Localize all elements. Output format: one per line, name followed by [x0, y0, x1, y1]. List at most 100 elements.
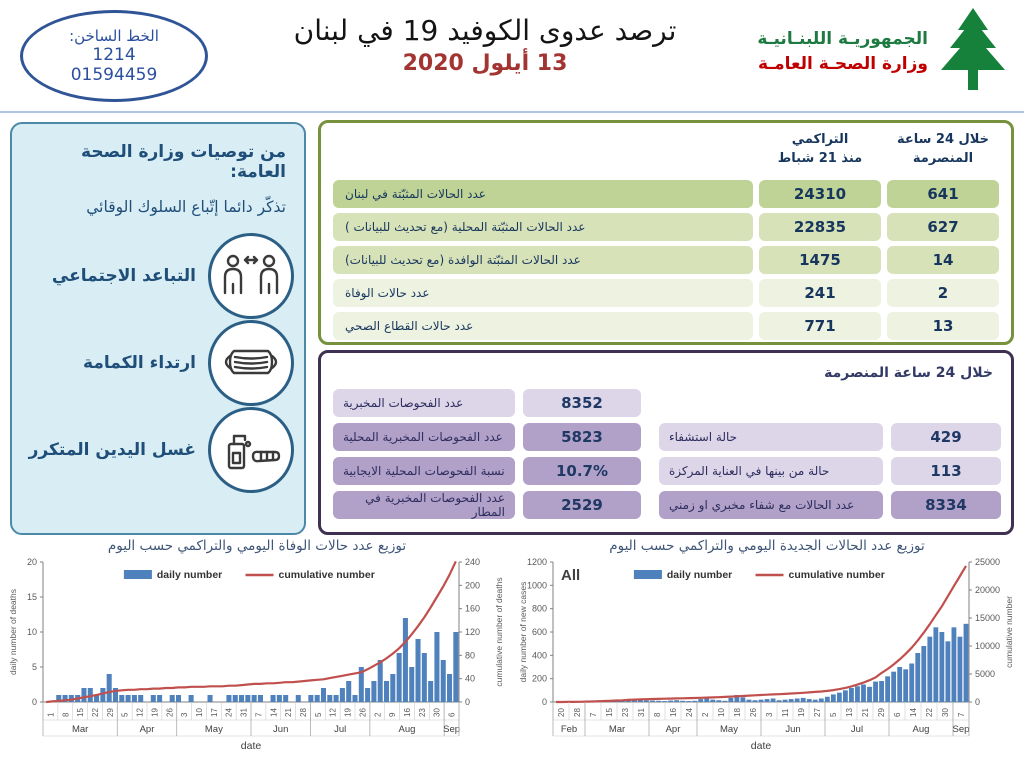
svg-text:25000: 25000 [975, 557, 1000, 567]
svg-text:11: 11 [781, 708, 790, 717]
svg-text:1200: 1200 [527, 557, 547, 567]
new-cases-chart-plot: 0 200 400 600 800 1000 1200 0 5000 10000 15000 2000… [518, 557, 1014, 752]
svg-text:6: 6 [448, 712, 457, 717]
recommendation-hand-washing: غسل اليدين المتكرر [12, 404, 304, 496]
svg-text:Feb: Feb [561, 724, 577, 735]
svg-text:30: 30 [433, 708, 442, 717]
last24h-value: 2 [887, 279, 999, 307]
recommendation-label: غسل اليدين المتكرر [28, 440, 196, 460]
svg-text:19: 19 [150, 708, 159, 717]
svg-text:15000: 15000 [975, 613, 1000, 623]
svg-text:23: 23 [621, 708, 630, 717]
svg-text:7: 7 [957, 712, 966, 717]
svg-text:16: 16 [669, 708, 678, 717]
hotline-label: الخط الساخن: [69, 26, 159, 45]
recommendation-social-distancing: التباعد الاجتماعي [12, 230, 304, 322]
hand-washing-icon [208, 407, 294, 493]
stats-rows: عدد الحالات المثبّتة في لبنان 24310 641 عدد… [333, 180, 999, 340]
hotline-number-short: 1214 [92, 44, 136, 65]
cedar-tree-icon [936, 6, 1010, 98]
svg-text:600: 600 [532, 627, 547, 637]
svg-text:6: 6 [893, 712, 902, 717]
svg-text:14: 14 [269, 708, 278, 717]
svg-text:Jul: Jul [851, 724, 863, 735]
svg-text:All: All [561, 567, 580, 584]
page-title: ترصد عدوى الكوفيد 19 في لبنان [293, 14, 677, 47]
svg-text:Jun: Jun [785, 724, 800, 735]
svg-text:10: 10 [717, 708, 726, 717]
svg-text:10: 10 [195, 708, 204, 717]
svg-text:26: 26 [749, 708, 758, 717]
recommendation-label: التباعد الاجتماعي [51, 266, 196, 286]
stat-label: عدد الحالات المثبّتة في لبنان [333, 180, 753, 208]
ministry-name-line2: وزارة الصحـة العامـة [757, 54, 928, 74]
svg-text:date: date [241, 740, 262, 752]
header: الخط الساخن: 1214 01594459 ترصد عدوى الك… [0, 0, 1024, 113]
svg-text:16: 16 [403, 708, 412, 717]
svg-text:2: 2 [373, 712, 382, 717]
svg-text:17: 17 [210, 708, 219, 717]
test-value: 113 [891, 457, 1001, 485]
new-cases-chart-title: توزيع عدد الحالات الجديدة اليومي والتراك… [609, 538, 925, 554]
svg-text:cumulative number: cumulative number [279, 569, 375, 581]
svg-text:19: 19 [344, 708, 353, 717]
test-value: 8352 [523, 389, 641, 417]
deaths-chart: توزيع عدد حالات الوفاة اليومي والتراكمي … [4, 538, 510, 766]
svg-text:5000: 5000 [975, 669, 995, 679]
svg-text:26: 26 [165, 708, 174, 717]
cumulative-value: 771 [759, 312, 881, 340]
svg-text:cumulative number: cumulative number [789, 569, 885, 581]
svg-text:15: 15 [605, 708, 614, 717]
svg-text:daily number: daily number [667, 569, 732, 581]
recommendations-sidebar: من توصيات وزارة الصحة العامة: تذكّر دائم… [10, 122, 306, 535]
svg-text:22: 22 [925, 708, 934, 717]
svg-text:Aug: Aug [913, 724, 930, 735]
report-date: 13 أيلول 2020 [402, 51, 568, 76]
svg-text:20: 20 [557, 708, 566, 717]
column-header-cumulative: التراكمي منذ 21 شباط [759, 131, 881, 175]
column-header-line: التراكمي [791, 132, 849, 147]
recommendation-list: التباعد الاجتماعي ارتداء الكمامة [12, 230, 304, 496]
recommendation-label: ارتداء الكمامة [83, 353, 196, 373]
tests-stats-table: خلال 24 ساعة المنصرمة عدد الفحوصات المخب… [318, 350, 1014, 535]
svg-text:5: 5 [314, 712, 323, 717]
svg-text:28: 28 [299, 708, 308, 717]
last24h-value: 13 [887, 312, 999, 340]
svg-text:1000: 1000 [527, 580, 547, 590]
table-row: عدد الحالات المثبّتة في لبنان 24310 641 [333, 180, 999, 208]
test-label: نسبة الفحوصات المحلية الايجابية [333, 457, 515, 485]
test-label: عدد الحالات مع شفاء مخبري او زمني [659, 491, 883, 519]
svg-text:200: 200 [465, 580, 480, 590]
svg-text:daily number: daily number [157, 569, 222, 581]
sidebar-heading: من توصيات وزارة الصحة العامة: [81, 142, 286, 182]
sidebar-subheading: تذكّر دائما إتّباع السلوك الوقائي [86, 198, 286, 216]
svg-text:21: 21 [861, 708, 870, 717]
last24h-value: 641 [887, 180, 999, 208]
svg-text:5: 5 [829, 712, 838, 717]
social-distancing-icon [208, 233, 294, 319]
test-value: 5823 [523, 423, 641, 451]
svg-text:0: 0 [465, 697, 470, 707]
cumulative-value: 22835 [759, 213, 881, 241]
svg-text:120: 120 [465, 627, 480, 637]
svg-text:19: 19 [797, 708, 806, 717]
stats-table-header: التراكمي منذ 21 شباط خلال 24 ساعة المنصر… [333, 131, 999, 175]
test-label: حالة من بينها في العناية المركزة [659, 457, 883, 485]
svg-text:Jun: Jun [273, 724, 288, 735]
svg-text:21: 21 [284, 708, 293, 717]
column-header-line: منذ 21 شباط [777, 150, 863, 166]
svg-text:18: 18 [733, 708, 742, 717]
svg-text:May: May [205, 724, 223, 735]
svg-text:Jul: Jul [334, 724, 346, 735]
last24h-value: 14 [887, 246, 999, 274]
test-value: 429 [891, 423, 1001, 451]
svg-text:24: 24 [685, 708, 694, 717]
svg-text:13: 13 [845, 708, 854, 717]
test-label: عدد الفحوصات المخبرية [333, 389, 515, 417]
svg-text:Mar: Mar [72, 724, 88, 735]
table-row: نسبة الفحوصات المحلية الايجابية 10.7% [333, 457, 641, 485]
svg-text:7: 7 [589, 712, 598, 717]
table-row: حالة استشفاء 429 [659, 423, 1001, 451]
stat-label: عدد حالات الوفاة [333, 279, 753, 307]
